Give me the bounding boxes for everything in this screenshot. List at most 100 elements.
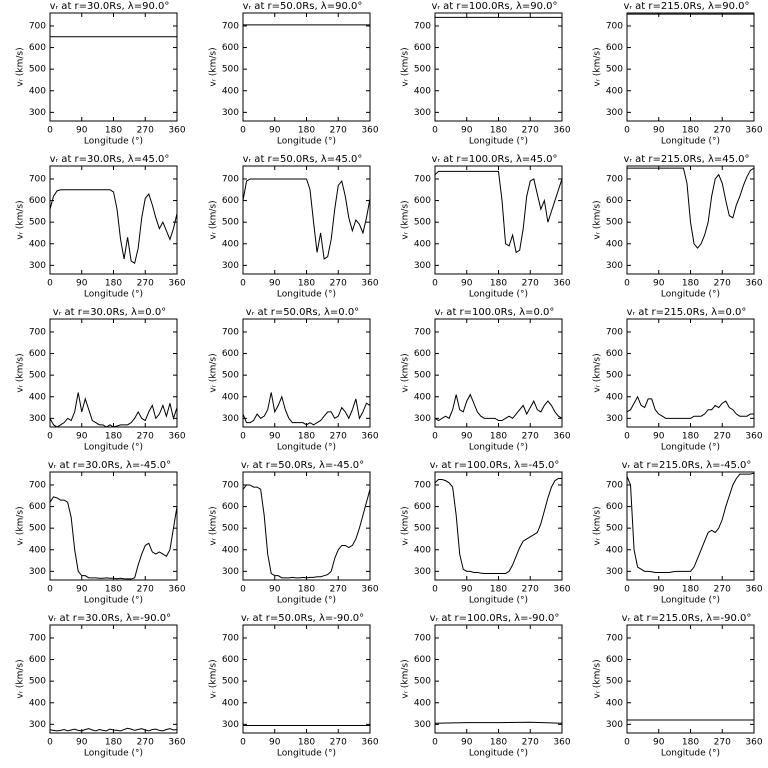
x-axis-label: Longitude (°) bbox=[469, 749, 528, 759]
plot-frame bbox=[434, 318, 563, 428]
x-tick-label: 360 bbox=[168, 279, 185, 289]
y-tick-label: 400 bbox=[414, 698, 431, 708]
y-tick-label: 600 bbox=[414, 349, 431, 359]
y-tick-label: 600 bbox=[222, 502, 239, 512]
y-tick-label: 500 bbox=[222, 218, 239, 228]
x-tick-label: 270 bbox=[330, 432, 347, 442]
y-tick-label: 400 bbox=[222, 698, 239, 708]
y-tick-label: 400 bbox=[606, 392, 623, 402]
y-tick-label: 400 bbox=[222, 86, 239, 96]
x-tick-label: 0 bbox=[240, 126, 246, 136]
x-tick-label: 270 bbox=[330, 126, 347, 136]
chart-title: vᵣ at r=100.0Rs, λ=0.0° bbox=[435, 307, 555, 318]
y-tick-label: 600 bbox=[414, 655, 431, 665]
y-tick-label: 600 bbox=[29, 349, 46, 359]
y-tick-label: 600 bbox=[414, 196, 431, 206]
x-tick-label: 90 bbox=[653, 279, 665, 289]
x-tick-label: 360 bbox=[361, 432, 378, 442]
y-axis-label: vᵣ (km/s) bbox=[16, 506, 26, 545]
y-tick-label: 700 bbox=[414, 480, 431, 490]
y-tick-label: 400 bbox=[222, 239, 239, 249]
plot-frame bbox=[49, 471, 178, 581]
x-tick-label: 0 bbox=[47, 585, 53, 595]
x-tick-label: 90 bbox=[269, 738, 281, 748]
x-axis-label: Longitude (°) bbox=[84, 290, 143, 300]
y-tick-label: 600 bbox=[29, 655, 46, 665]
y-tick-label: 700 bbox=[222, 21, 239, 31]
x-tick-label: 270 bbox=[714, 279, 731, 289]
y-tick-label: 600 bbox=[29, 43, 46, 53]
plot-frame bbox=[49, 165, 178, 275]
x-tick-label: 0 bbox=[240, 585, 246, 595]
x-tick-label: 0 bbox=[47, 126, 53, 136]
y-tick-label: 600 bbox=[606, 349, 623, 359]
data-line bbox=[49, 727, 178, 732]
x-tick-label: 0 bbox=[240, 738, 246, 748]
x-tick-label: 90 bbox=[461, 585, 473, 595]
x-axis-label: Longitude (°) bbox=[277, 596, 336, 606]
y-tick-label: 400 bbox=[414, 86, 431, 96]
x-tick-label: 360 bbox=[361, 279, 378, 289]
y-tick-label: 500 bbox=[222, 524, 239, 534]
x-tick-label: 360 bbox=[361, 126, 378, 136]
y-tick-label: 500 bbox=[414, 65, 431, 75]
y-tick-label: 600 bbox=[414, 502, 431, 512]
chart-title: vᵣ at r=30.0Rs, λ=-90.0° bbox=[48, 613, 171, 624]
x-tick-label: 90 bbox=[653, 585, 665, 595]
x-tick-label: 270 bbox=[330, 585, 347, 595]
x-axis-label: Longitude (°) bbox=[661, 443, 720, 453]
x-tick-label: 180 bbox=[682, 585, 699, 595]
x-axis-label: Longitude (°) bbox=[277, 749, 336, 759]
y-tick-label: 500 bbox=[222, 371, 239, 381]
data-line bbox=[627, 167, 755, 249]
chart-title: vᵣ at r=50.0Rs, λ=90.0° bbox=[243, 1, 363, 12]
x-tick-label: 90 bbox=[461, 279, 473, 289]
x-tick-label: 270 bbox=[330, 279, 347, 289]
x-axis-label: Longitude (°) bbox=[469, 290, 528, 300]
x-tick-label: 0 bbox=[432, 432, 438, 442]
y-tick-label: 300 bbox=[606, 567, 623, 577]
y-tick-label: 700 bbox=[414, 174, 431, 184]
y-tick-label: 300 bbox=[414, 414, 431, 424]
chart-title: vᵣ at r=30.0Rs, λ=0.0° bbox=[53, 307, 166, 318]
x-tick-label: 270 bbox=[714, 585, 731, 595]
plot-frame bbox=[242, 471, 371, 581]
y-tick-label: 700 bbox=[414, 21, 431, 31]
data-line bbox=[242, 178, 371, 260]
y-axis-label: vᵣ (km/s) bbox=[593, 353, 603, 392]
y-axis-label: vᵣ (km/s) bbox=[593, 47, 603, 86]
plot-frame bbox=[626, 471, 755, 581]
y-tick-label: 400 bbox=[29, 545, 46, 555]
x-axis-label: Longitude (°) bbox=[84, 749, 143, 759]
x-axis-label: Longitude (°) bbox=[469, 443, 528, 453]
y-tick-label: 700 bbox=[606, 21, 623, 31]
x-tick-label: 360 bbox=[553, 432, 570, 442]
y-tick-label: 500 bbox=[29, 524, 46, 534]
y-axis-label: vᵣ (km/s) bbox=[209, 353, 219, 392]
x-axis-label: Longitude (°) bbox=[661, 290, 720, 300]
y-tick-label: 400 bbox=[29, 239, 46, 249]
x-tick-label: 180 bbox=[298, 126, 315, 136]
y-tick-label: 400 bbox=[414, 239, 431, 249]
y-tick-label: 400 bbox=[29, 392, 46, 402]
y-tick-label: 500 bbox=[414, 218, 431, 228]
chart-title: vᵣ at r=30.0Rs, λ=90.0° bbox=[50, 1, 170, 12]
plot-frame bbox=[434, 165, 563, 275]
y-tick-label: 500 bbox=[414, 371, 431, 381]
x-tick-label: 180 bbox=[682, 738, 699, 748]
x-axis-label: Longitude (°) bbox=[84, 137, 143, 147]
data-line bbox=[49, 496, 178, 580]
y-tick-label: 400 bbox=[222, 545, 239, 555]
y-tick-label: 300 bbox=[29, 108, 46, 118]
x-axis-label: Longitude (°) bbox=[661, 596, 720, 606]
data-line bbox=[434, 393, 563, 422]
plot-frame bbox=[242, 318, 371, 428]
plot-frame bbox=[626, 624, 755, 734]
y-tick-label: 600 bbox=[414, 43, 431, 53]
y-tick-label: 700 bbox=[606, 174, 623, 184]
chart-title: vᵣ at r=215.0Rs, λ=90.0° bbox=[623, 1, 749, 12]
y-tick-label: 300 bbox=[222, 108, 239, 118]
y-tick-label: 500 bbox=[606, 371, 623, 381]
x-tick-label: 360 bbox=[168, 585, 185, 595]
chart-title: vᵣ at r=50.0Rs, λ=-45.0° bbox=[241, 460, 364, 471]
